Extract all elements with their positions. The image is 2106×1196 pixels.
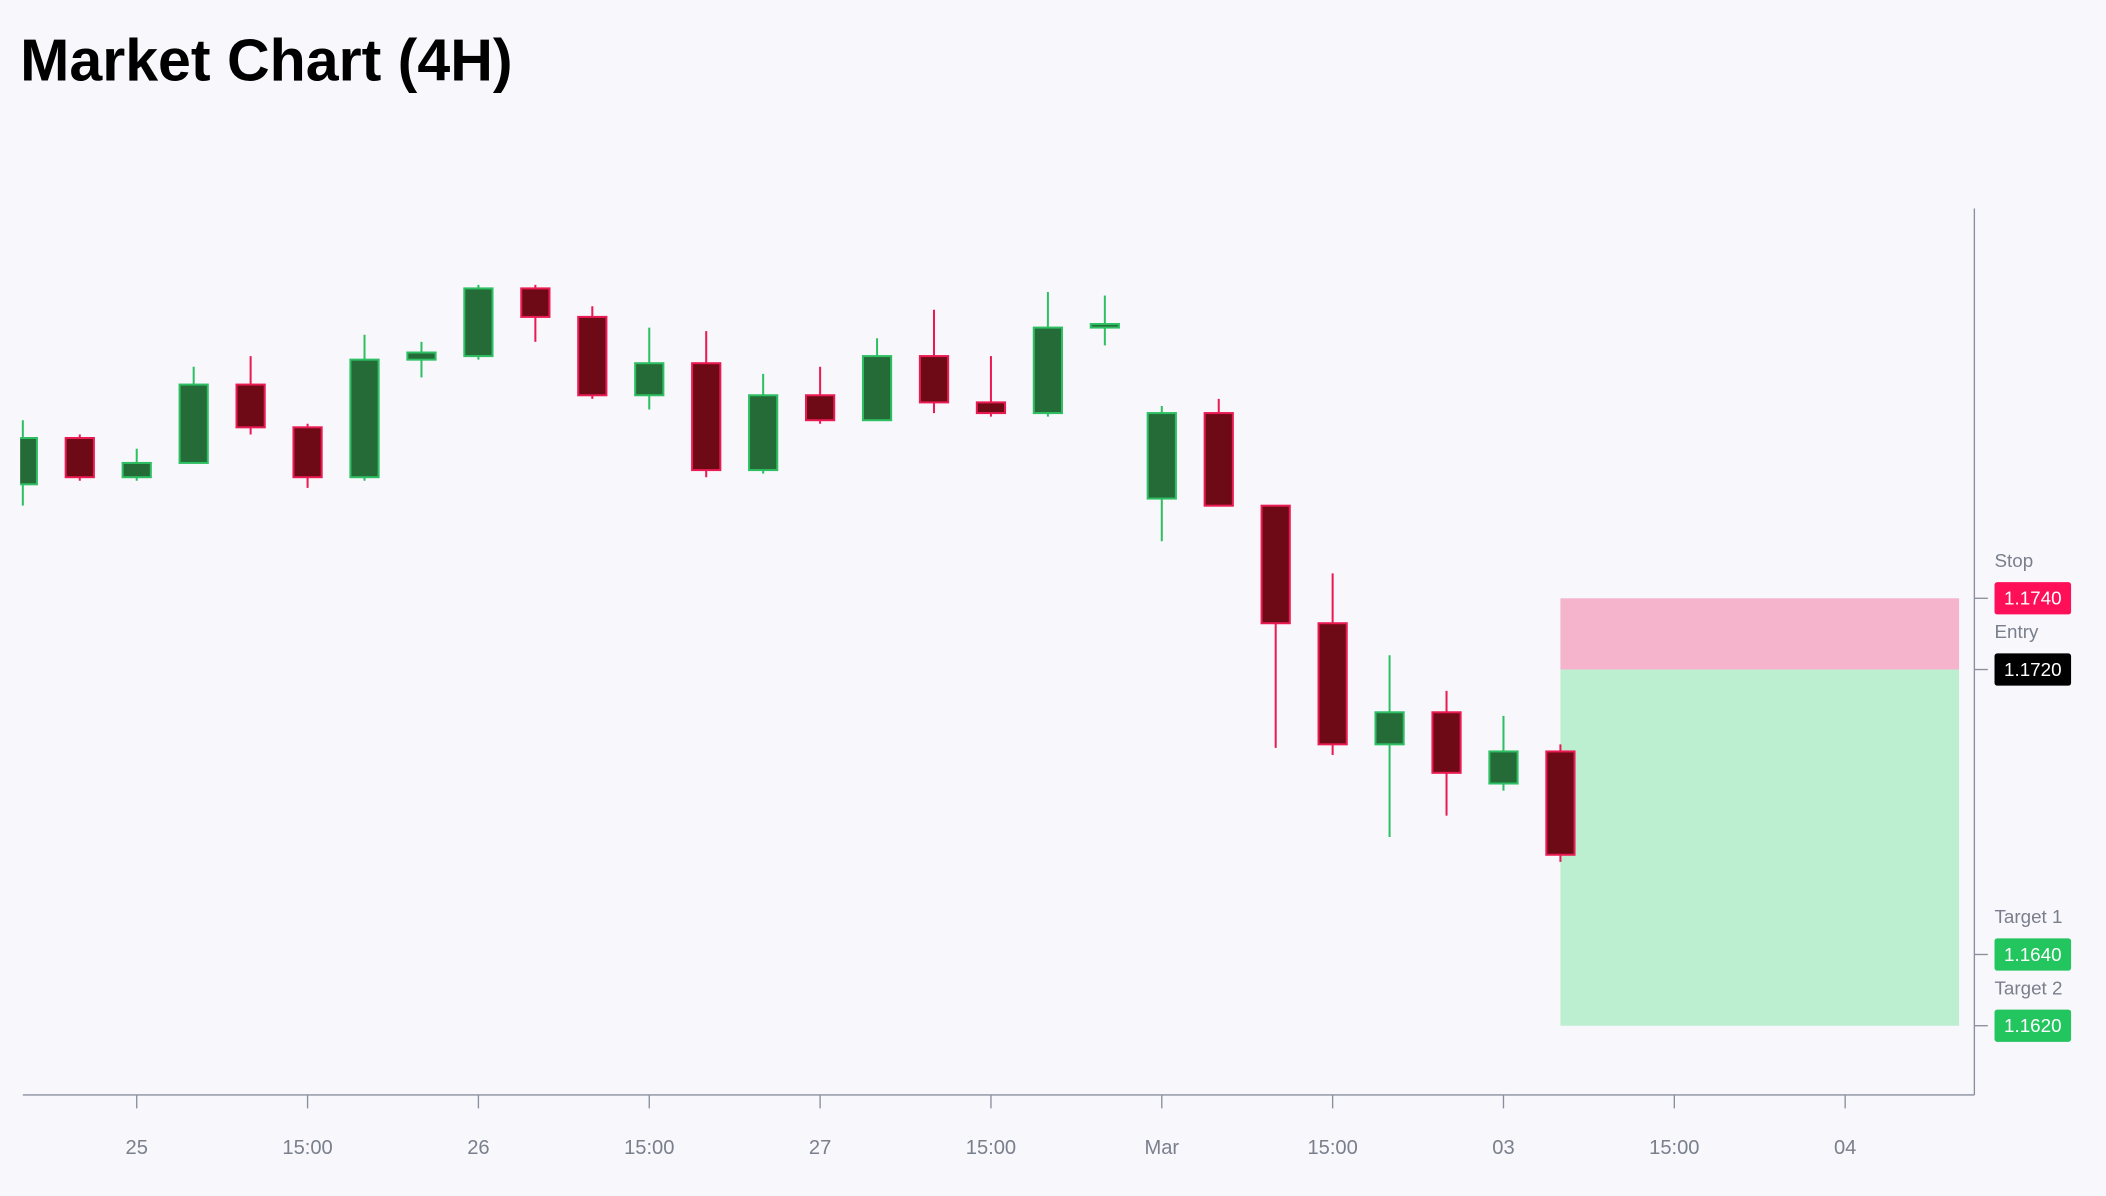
chart-title: Market Chart (4H) [20, 27, 512, 93]
x-tick-label: 15:00 [966, 1137, 1016, 1159]
candle-body [1488, 750, 1519, 785]
level-label: 1.1720 [2004, 659, 2062, 680]
candle-body [975, 401, 1007, 415]
level-label-box [1994, 653, 2072, 686]
candle-body [1431, 711, 1462, 774]
candle-body [64, 437, 95, 479]
candle-body [804, 394, 836, 422]
candle-body [1203, 412, 1234, 507]
candle-body [1317, 622, 1348, 746]
candle-body [577, 315, 608, 397]
candle-body [292, 426, 323, 479]
x-tick-label: 15:00 [1649, 1137, 1699, 1159]
x-tick-label: 15:00 [282, 1137, 332, 1159]
candle-body [1374, 711, 1405, 746]
x-tick-label: 03 [1492, 1137, 1514, 1159]
candle-body [691, 362, 722, 472]
candle-body [121, 461, 152, 479]
level-name: Target 2 [1995, 977, 2063, 998]
x-tick-label: 27 [809, 1137, 831, 1159]
candle-body [349, 358, 380, 479]
level-name: Target 1 [1995, 906, 2063, 927]
candle-body [178, 383, 209, 464]
stop-zone [1560, 598, 1960, 670]
x-tick-label: Mar [1144, 1137, 1179, 1159]
candle-body [463, 287, 494, 358]
candle-body [1032, 326, 1064, 415]
level-label-box [1994, 938, 2072, 971]
candle-body [634, 362, 665, 397]
candle-body [1545, 750, 1576, 856]
axes: 25 15:00 26 15:00 27 15:00 Mar 15:00 03 15:00 04 St… [22, 208, 2072, 1159]
x-tick-label: 15:00 [1307, 1137, 1357, 1159]
candle-body [1146, 412, 1177, 500]
level-label: 1.1740 [2004, 588, 2062, 609]
level-label: 1.1620 [2004, 1015, 2062, 1036]
x-tick-label: 04 [1834, 1137, 1856, 1159]
candle-body [1260, 504, 1291, 625]
candle-body [748, 394, 779, 472]
candles [20, 284, 1576, 862]
zones [1560, 598, 1960, 1026]
level-label-box [1994, 582, 2072, 615]
candle-body [406, 351, 437, 361]
level-label: 1.1640 [2004, 944, 2062, 965]
target-zone [1560, 669, 1960, 1026]
x-tick-label: 15:00 [624, 1137, 674, 1159]
candle-body [520, 287, 551, 318]
candle-body [1089, 323, 1120, 329]
candle-body [861, 355, 893, 422]
level-label-box [1994, 1009, 2072, 1042]
candle-body [20, 437, 38, 486]
level-name: Entry [1995, 621, 2039, 642]
level-name: Stop [1995, 550, 2034, 571]
x-tick-label: 26 [467, 1137, 489, 1159]
candle-body [235, 383, 266, 429]
candle-body [918, 355, 950, 404]
x-tick-label: 25 [126, 1137, 148, 1159]
